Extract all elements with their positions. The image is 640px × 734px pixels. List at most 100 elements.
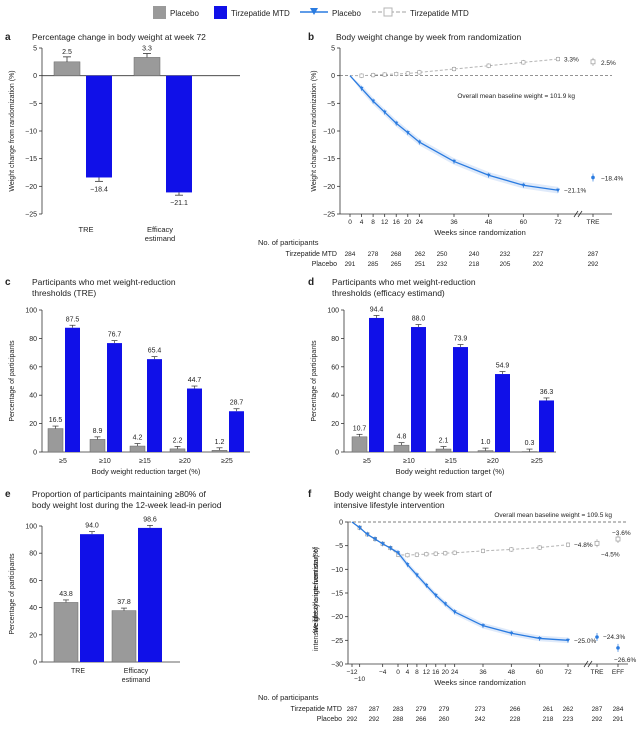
panel-e-y-tick-label: 60 xyxy=(29,578,37,585)
panel-a-y-tick-label: 5 xyxy=(33,46,37,53)
panel-a-y-tick-label: −10 xyxy=(25,129,37,136)
panel-b-placebo-point xyxy=(371,99,376,104)
panel-f-y-tick-label: −25 xyxy=(331,638,343,645)
panel-f-tre-placebo-point xyxy=(595,635,599,639)
legend-placebo-line-label: Placebo xyxy=(332,9,361,18)
panel-d-y-tick-label: 80 xyxy=(331,336,339,343)
panel-f-placebo-point xyxy=(396,551,400,555)
panel-f-tre-tirzepatide-point xyxy=(594,540,600,546)
panel-c-bar xyxy=(107,343,122,452)
panel-c-data-label: 8.9 xyxy=(93,428,103,435)
panel-b-y-tick-label: −10 xyxy=(323,129,335,136)
panel-c-data-label: 44.7 xyxy=(188,377,202,384)
panel-c-bar xyxy=(89,439,106,453)
panel-b-participants-count: 232 xyxy=(437,261,448,268)
panel-f-x-tick-label: 16 xyxy=(432,669,440,676)
panel-c-bar xyxy=(147,359,162,452)
panel-b-participants-row-name: Tirzepatide MTD xyxy=(286,251,337,258)
panel-a-data-label: −18.4 xyxy=(90,186,108,193)
panel-b-participants-count: 278 xyxy=(368,251,379,258)
panel-b-participants-tre-count: 292 xyxy=(588,261,599,268)
panel-a-y-tick-label: −25 xyxy=(25,212,37,219)
panel-f-tirzepatide-point xyxy=(424,552,429,557)
panel-d-data-label: 54.9 xyxy=(496,363,510,370)
panel-f-tirzepatide-point xyxy=(537,545,542,550)
panel-b-placebo-point xyxy=(556,188,560,193)
panel-c-data-label: 2.2 xyxy=(173,437,183,444)
legend-placebo-swatch xyxy=(153,6,166,19)
panel-f-placebo-point xyxy=(365,532,370,537)
panel-f-x-tick-label: 12 xyxy=(423,669,431,676)
panel-b-x-tick-label: 72 xyxy=(554,219,562,226)
panel-b-tre-tirzepatide-label: 2.5% xyxy=(601,60,616,67)
panel-b-x-tick-label: 4 xyxy=(360,219,364,226)
panel-b-tirzepatide-point xyxy=(451,67,456,72)
panel-d-data-label: 1.0 xyxy=(481,439,491,446)
panel-d-data-label: 4.8 xyxy=(397,434,407,441)
panel-f-tirzepatide-point xyxy=(480,548,485,553)
panel-a-y-tick-label: −5 xyxy=(29,101,37,108)
panel-f-y-label: Weight change from start of xyxy=(313,547,320,633)
panel-d-data-label: 36.3 xyxy=(540,389,554,396)
panel-c-data-label: 1.2 xyxy=(215,439,225,446)
panel-b-tirzepatide-point xyxy=(555,57,560,62)
panel-a-y-tick-label: −15 xyxy=(25,156,37,163)
legend-tirzepatide-swatch xyxy=(214,6,227,19)
panel-f-tirzepatide-point xyxy=(405,553,410,558)
panel-e-letter: e xyxy=(5,489,11,500)
panel-d-category-label: ≥20 xyxy=(487,458,499,465)
panel-f-x-tick-label: −4 xyxy=(379,669,387,676)
panel-f-x-tick-label: 4 xyxy=(406,669,410,676)
panel-b-tirzepatide-point xyxy=(417,70,422,75)
panel-b-placebo-point xyxy=(417,140,422,145)
panel-b-x-tick-label: 36 xyxy=(450,219,458,226)
panel-b-x-tick-label: 12 xyxy=(381,219,389,226)
panel-f-placebo-point xyxy=(414,573,419,578)
panel-f-participants-count: 242 xyxy=(475,716,486,723)
panel-e-category-label: estimand xyxy=(122,677,151,684)
panel-e-data-label: 37.8 xyxy=(117,599,131,606)
panel-c-data-label: 65.4 xyxy=(148,348,162,355)
panel-f-participants-count: 287 xyxy=(369,706,380,713)
panel-b-x-label: Weeks since randomization xyxy=(434,228,526,237)
panel-f-x-tick-label: 20 xyxy=(442,669,450,676)
panel-a-bar xyxy=(86,75,112,178)
panel-f-axis-break xyxy=(583,660,589,668)
panel-f-participants-count: 261 xyxy=(543,706,554,713)
panel-b-x-tick-label: 60 xyxy=(520,219,528,226)
panel-f-x-tick-label: 60 xyxy=(536,669,544,676)
panel-f-ci-band xyxy=(352,522,568,644)
panel-d-title: thresholds (efficacy estimand) xyxy=(332,288,445,298)
panel-f-eff-tirzepatide-label: −3.6% xyxy=(612,530,631,537)
panel-b-participants-count: 265 xyxy=(391,261,402,268)
panel-b-participants-count: 285 xyxy=(368,261,379,268)
panel-f-tirzepatide-point xyxy=(414,552,419,557)
panel-a-title: Percentage change in body weight at week… xyxy=(32,32,206,42)
panel-d-y-tick-label: 20 xyxy=(331,421,339,428)
panel-b-placebo-point xyxy=(359,86,364,91)
panel-d-category-label: ≥5 xyxy=(363,458,371,465)
panel-f-x-label: Weeks since randomization xyxy=(434,678,526,687)
panel-c-bar xyxy=(129,445,146,453)
panel-b-participants-header: No. of participants xyxy=(258,238,319,247)
panel-f-placebo-line xyxy=(351,521,569,641)
panel-f-x-tick-label: 8 xyxy=(415,669,419,676)
panel-a-data-label: −21.1 xyxy=(170,200,188,207)
panel-c-data-label: 87.5 xyxy=(66,316,80,323)
panel-b-tirzepatide-end-label: 3.3% xyxy=(564,57,579,64)
panel-b-x-tick-label: 8 xyxy=(371,219,375,226)
panel-f-placebo-point xyxy=(509,631,514,636)
panel-e-bar xyxy=(53,602,79,663)
panel-f-letter: f xyxy=(308,489,312,500)
panel-f-tre-tick-label: TRE xyxy=(591,669,605,676)
panel-c-y-tick-label: 0 xyxy=(33,450,37,457)
panel-f-participants-count: 287 xyxy=(347,706,358,713)
panel-b-tre-tick-label: TRE xyxy=(587,219,601,226)
panel-c-bar xyxy=(65,327,80,452)
panel-e-data-label: 94.0 xyxy=(85,523,99,530)
panel-f-participants-eff-count: 291 xyxy=(613,716,624,723)
panel-f-participants-count: 292 xyxy=(347,716,358,723)
panel-c-category-label: ≥5 xyxy=(59,458,67,465)
panel-e-y-label: Percentage of participants xyxy=(9,553,16,635)
